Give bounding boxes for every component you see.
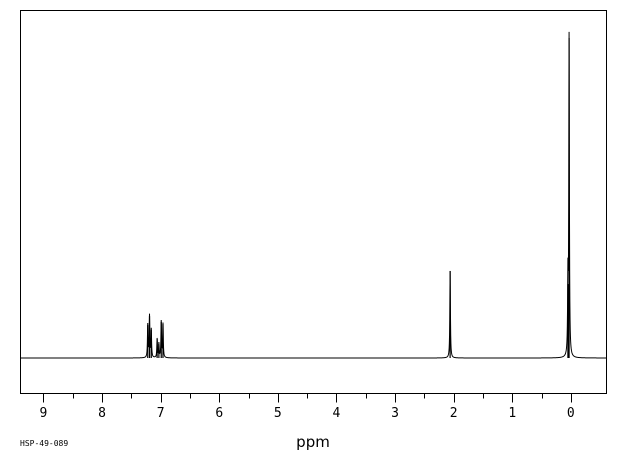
x-axis-tick-labels: 9 8 7 6 5 4 3 2 1 0 [40,406,575,421]
spectrum-code: HSP-49-089 [20,439,68,448]
plot-frame [20,10,607,394]
tick-label: 5 [274,406,282,421]
tick-label: 1 [508,406,516,421]
tick-label: 0 [567,406,575,421]
tick-label: 7 [157,406,165,421]
peak-marks [147,38,570,358]
tick-label: 8 [98,406,106,421]
tick-label: 6 [215,406,223,421]
tick-label: 4 [333,406,341,421]
x-axis-ticks [43,393,572,403]
tick-label: 9 [40,406,48,421]
tick-label: 3 [391,406,399,421]
tick-label: 2 [450,406,458,421]
spectrum-trace [20,31,606,359]
spectrum-layer [20,31,606,359]
x-axis-title: ppm [296,433,330,451]
